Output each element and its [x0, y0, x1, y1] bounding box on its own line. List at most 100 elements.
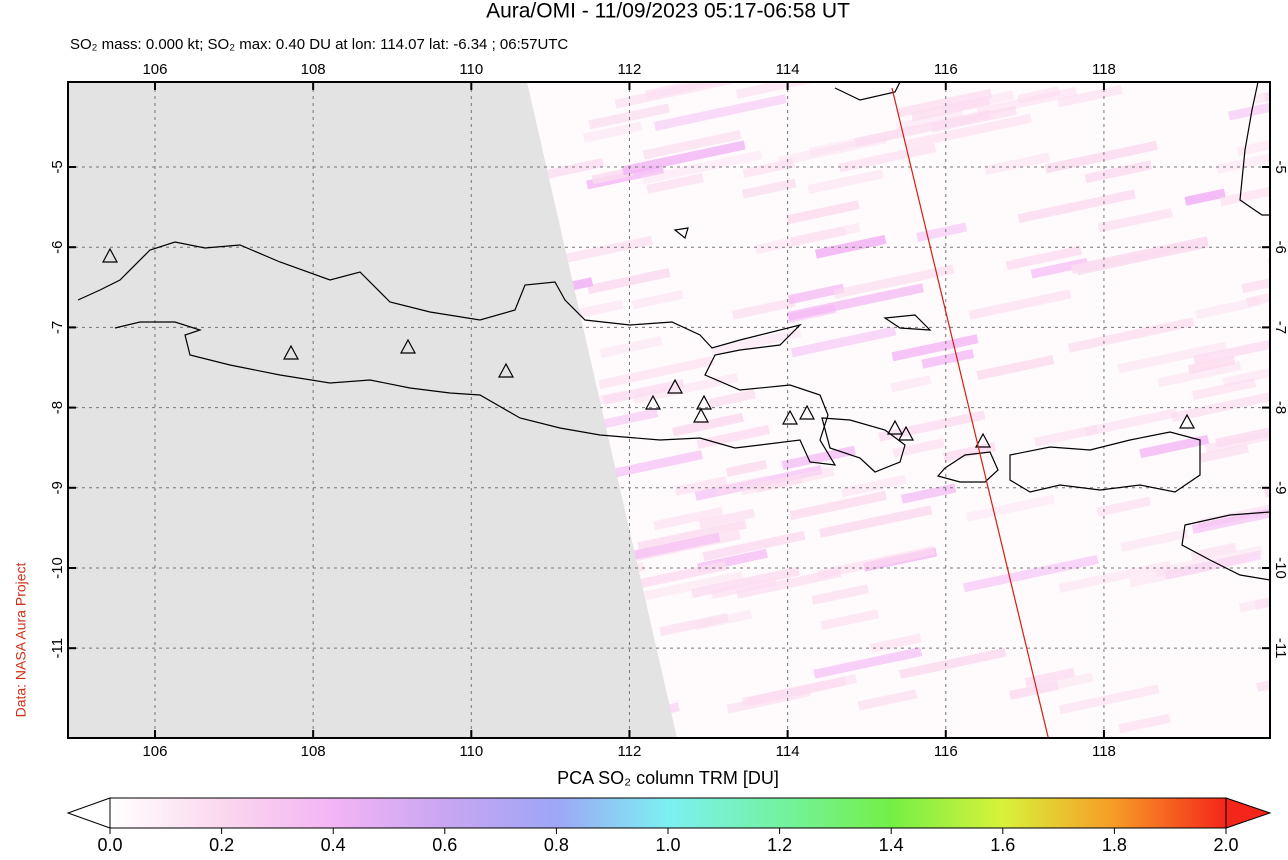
x-tick-label: 112	[617, 743, 641, 760]
y-tick-label: -10	[1272, 557, 1288, 579]
so2-streak	[1204, 425, 1270, 454]
colorbar-tick-label: 0.4	[321, 835, 346, 855]
colorbar-tick-label: 1.4	[879, 835, 904, 855]
so2-streak	[1071, 236, 1209, 274]
colorbar	[109, 797, 1227, 829]
so2-streak	[615, 570, 744, 607]
so2-streak	[637, 519, 747, 552]
so2-streak	[984, 152, 1051, 176]
so2-streak	[1057, 85, 1123, 108]
so2-streak	[531, 158, 604, 183]
so2-streak	[602, 379, 685, 405]
so2-streak	[614, 82, 733, 109]
so2-streak	[742, 158, 796, 178]
so2-streak	[790, 326, 897, 358]
so2-streak	[833, 264, 955, 299]
so2-streak	[890, 375, 932, 393]
x-tick-label: 116	[934, 61, 958, 78]
credit: Data: NASA Aura Project	[13, 562, 29, 717]
so2-streak	[891, 334, 979, 362]
so2-streak	[1067, 317, 1195, 353]
so2-streak	[588, 103, 670, 130]
so2-streak	[1170, 388, 1270, 423]
so2-streak	[1097, 208, 1173, 233]
colorbar-tick-label: 1.8	[1102, 835, 1127, 855]
so2-streak	[1228, 85, 1270, 121]
so2-streak	[900, 483, 957, 504]
so2-streak	[1273, 500, 1288, 520]
so2-streak	[726, 687, 811, 714]
so2-streak	[736, 568, 842, 599]
y-tick-label: -6	[49, 241, 66, 254]
y-tick-label: -10	[49, 557, 66, 579]
so2-streak	[838, 143, 937, 173]
so2-streak	[813, 647, 923, 679]
y-tick-label: -8	[1272, 401, 1288, 414]
so2-streak	[788, 283, 845, 305]
so2-streak	[787, 283, 924, 321]
x-tick-label: 112	[617, 61, 641, 78]
so2-streak	[732, 297, 796, 320]
so2-streak	[857, 689, 918, 711]
so2-streak	[1096, 496, 1152, 517]
map-frame	[67, 81, 1271, 739]
orbit-track	[891, 87, 1049, 738]
so2-streak	[965, 494, 1055, 522]
colorbar-ticks: 0.0 0.2 0.4 0.6 0.8 1.0 1.2 1.4 1.6 1.8 2.0	[97, 828, 1239, 855]
colorbar-low-arrow	[66, 797, 111, 829]
colorbar-tick-label: 1.0	[655, 835, 680, 855]
so2-streak	[778, 134, 887, 166]
so2-streak	[1005, 245, 1082, 271]
y-tick-label: -5	[1272, 160, 1288, 173]
colorbar-tick-label: 0.6	[432, 835, 457, 855]
so2-streak	[641, 150, 763, 185]
so2-streak	[702, 530, 806, 562]
so2-streak	[1117, 341, 1228, 374]
so2-streak	[735, 82, 821, 99]
y-tick-label: -8	[49, 401, 66, 414]
so2-streak	[819, 505, 933, 538]
so2-streak	[1191, 501, 1270, 534]
so2-streak	[1199, 443, 1249, 463]
y-tick-label: -11	[1272, 638, 1288, 659]
so2-streak	[1030, 257, 1089, 279]
y-tick-label: -9	[49, 481, 66, 494]
so2-streak	[672, 412, 744, 437]
so2-streak	[621, 140, 746, 176]
so2-streak	[807, 169, 884, 194]
so2-streak	[690, 566, 800, 599]
so2-streak	[1034, 424, 1099, 447]
so2-streak	[840, 474, 907, 498]
so2-streak	[817, 545, 936, 580]
so2-streak	[631, 289, 684, 310]
so2-streak	[741, 178, 797, 199]
so2-streak	[976, 86, 1078, 117]
so2-streak	[904, 113, 1032, 150]
so2-streak	[1154, 545, 1263, 577]
subtitle: SO₂ mass: 0.000 kt; SO₂ max: 0.40 DU at …	[70, 36, 568, 53]
so2-streak	[808, 128, 901, 157]
title: Aura/OMI - 11/09/2023 05:17-06:58 UT	[486, 0, 850, 23]
so2-streak	[1273, 356, 1288, 391]
y-tick-label: -7	[1272, 321, 1288, 334]
so2-streak	[1191, 378, 1257, 401]
so2-streak	[1187, 355, 1236, 374]
so2-streak	[621, 532, 721, 563]
so2-streak	[646, 173, 704, 194]
y-tick-label: -11	[49, 638, 66, 659]
x-tick-label: 118	[1092, 61, 1116, 78]
colorbar-tick-label: 1.2	[767, 835, 792, 855]
so2-streak	[896, 88, 993, 118]
so2-streak	[598, 356, 714, 390]
so2-streak	[1219, 185, 1270, 207]
so2-streak	[674, 476, 728, 496]
so2-streak	[1157, 361, 1242, 388]
so2-streak	[708, 389, 756, 408]
so2-streak	[878, 410, 986, 442]
x-tick-label: 106	[142, 61, 167, 78]
so2-streaks	[521, 82, 1288, 734]
so2-streak	[1058, 684, 1160, 715]
colorbar-label: PCA SO₂ column TRM [DU]	[557, 768, 779, 788]
grid	[68, 82, 1270, 738]
so2-streak	[659, 613, 729, 637]
